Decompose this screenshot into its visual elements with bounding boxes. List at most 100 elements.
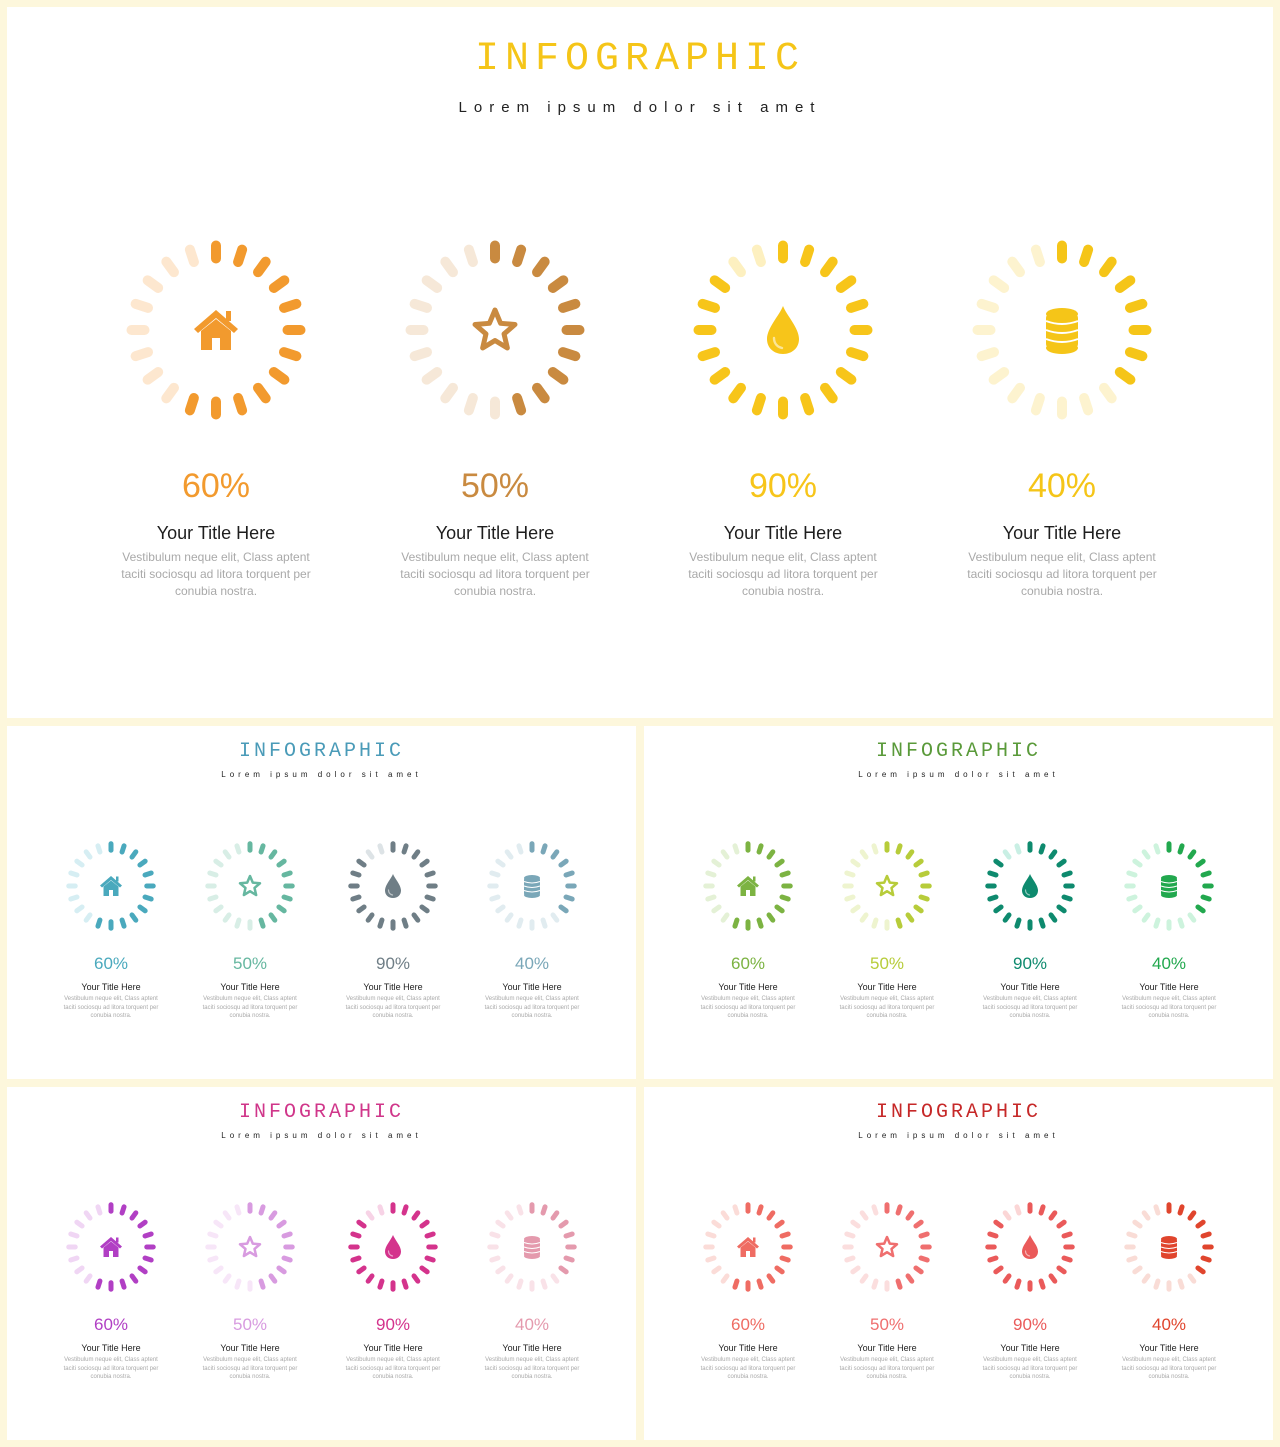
- ring-segment: [1027, 1280, 1033, 1292]
- ring-segment: [557, 347, 581, 362]
- ring-segment: [732, 1278, 740, 1290]
- ring-segment: [207, 870, 219, 878]
- slide-green: INFOGRAPHIC Lorem ipsum dolor sit amet 6…: [644, 726, 1273, 1079]
- progress-ring: [703, 1202, 793, 1292]
- progress-ring: [985, 841, 1075, 931]
- ring-segment: [1038, 1278, 1046, 1290]
- progress-ring: [405, 240, 585, 420]
- slide-pink: INFOGRAPHIC Lorem ipsum dolor sit amet 6…: [7, 1087, 636, 1440]
- infographic-item: 50% Your Title Here Vestibulum neque elit,…: [835, 726, 940, 1079]
- ring-segment: [859, 1273, 869, 1284]
- ring-segment: [130, 347, 154, 362]
- ring-segment: [74, 1219, 85, 1229]
- ring-segment: [720, 849, 730, 860]
- ring-segment: [1099, 256, 1117, 278]
- ring-segment: [512, 244, 527, 268]
- ring-segment: [495, 858, 506, 868]
- ring-segment: [142, 367, 164, 385]
- progress-ring: [1124, 841, 1214, 931]
- percent-label: 50%: [869, 954, 905, 973]
- ring-segment: [419, 904, 430, 914]
- ring-segment: [142, 1255, 154, 1263]
- ring-segment: [844, 870, 856, 878]
- ring-segment: [1063, 1244, 1075, 1250]
- ring-segment: [377, 843, 385, 855]
- ring-segment: [563, 1255, 575, 1263]
- ring-segment: [108, 1280, 114, 1292]
- ring-segment: [1079, 244, 1094, 268]
- ring-segment: [487, 883, 499, 889]
- ring-segment: [779, 1255, 791, 1263]
- ring-segment: [119, 843, 127, 855]
- ring-segment: [532, 256, 550, 278]
- ring-segment: [774, 858, 785, 868]
- item-title: Your Title Here: [723, 523, 843, 543]
- star-icon: [875, 1235, 899, 1258]
- ring-segment: [1166, 841, 1172, 853]
- ring-segment: [1166, 919, 1172, 931]
- percent-label: 40%: [1151, 1315, 1187, 1334]
- ring-segment: [905, 1273, 915, 1284]
- ring-segment: [463, 392, 478, 416]
- slide-red: INFOGRAPHIC Lorem ipsum dolor sit amet 6…: [644, 1087, 1273, 1440]
- ring-segment: [490, 396, 500, 420]
- ring-segment: [705, 1231, 717, 1239]
- database-icon: [1160, 875, 1178, 898]
- ring-segment: [205, 1244, 217, 1250]
- ring-segment: [993, 904, 1004, 914]
- ring-segment: [401, 1278, 409, 1290]
- ring-segment: [276, 1265, 287, 1275]
- item-description: Vestibulum neque elit, Class aptent taci…: [63, 996, 159, 1020]
- progress-ring: [66, 1202, 156, 1292]
- ring-segment: [108, 919, 114, 931]
- ring-segment: [401, 917, 409, 929]
- ring-segment: [540, 1204, 548, 1216]
- slide-title: INFOGRAPHIC: [474, 37, 806, 82]
- ring-segment: [83, 1273, 93, 1284]
- ring-segment: [350, 894, 362, 902]
- ring-segment: [1132, 904, 1143, 914]
- ring-segment: [1056, 1265, 1067, 1275]
- ring-segment: [495, 1219, 506, 1229]
- ring-segment: [142, 275, 164, 293]
- ring-segment: [247, 919, 253, 931]
- item-description: Vestibulum neque elit, Class aptent taci…: [967, 550, 1157, 599]
- ring-segment: [207, 1255, 219, 1263]
- ring-segment: [1002, 1210, 1012, 1221]
- slide-title: INFOGRAPHIC: [875, 1101, 1042, 1124]
- slide-subtitle: Lorem ipsum dolor sit amet: [858, 770, 1059, 779]
- ring-segment: [1141, 1273, 1151, 1284]
- ring-segment: [424, 1231, 436, 1239]
- ring-segment: [258, 843, 266, 855]
- ring-segment: [66, 883, 78, 889]
- ring-segment: [711, 1219, 722, 1229]
- ring-segment: [1200, 894, 1212, 902]
- percent-label: 50%: [869, 1315, 905, 1334]
- ring-segment: [424, 1255, 436, 1263]
- ring-segment: [283, 883, 295, 889]
- ring-segment: [504, 912, 514, 923]
- slide-subtitle: Lorem ipsum dolor sit amet: [221, 770, 422, 779]
- ring-segment: [1014, 1278, 1022, 1290]
- progress-ring: [842, 1202, 932, 1292]
- progress-ring: [1124, 1202, 1214, 1292]
- item-title: Your Title Here: [857, 1343, 917, 1353]
- ring-segment: [504, 1210, 514, 1221]
- ring-segment: [558, 904, 569, 914]
- ring-segment: [844, 1255, 856, 1263]
- ring-segment: [83, 912, 93, 923]
- ring-segment: [895, 917, 903, 929]
- item-title: Your Title Here: [857, 982, 917, 992]
- ring-segment: [222, 1273, 232, 1284]
- ring-segment: [142, 1231, 154, 1239]
- ring-segment: [119, 1278, 127, 1290]
- ring-segment: [268, 849, 278, 860]
- ring-segment: [993, 1265, 1004, 1275]
- item-title: Your Title Here: [502, 982, 562, 992]
- ring-segment: [540, 917, 548, 929]
- ring-segment: [419, 858, 430, 868]
- ring-segment: [1132, 1265, 1143, 1275]
- item-description: Vestibulum neque elit, Class aptent taci…: [1121, 996, 1217, 1020]
- ring-segment: [540, 843, 548, 855]
- ring-segment: [253, 382, 271, 404]
